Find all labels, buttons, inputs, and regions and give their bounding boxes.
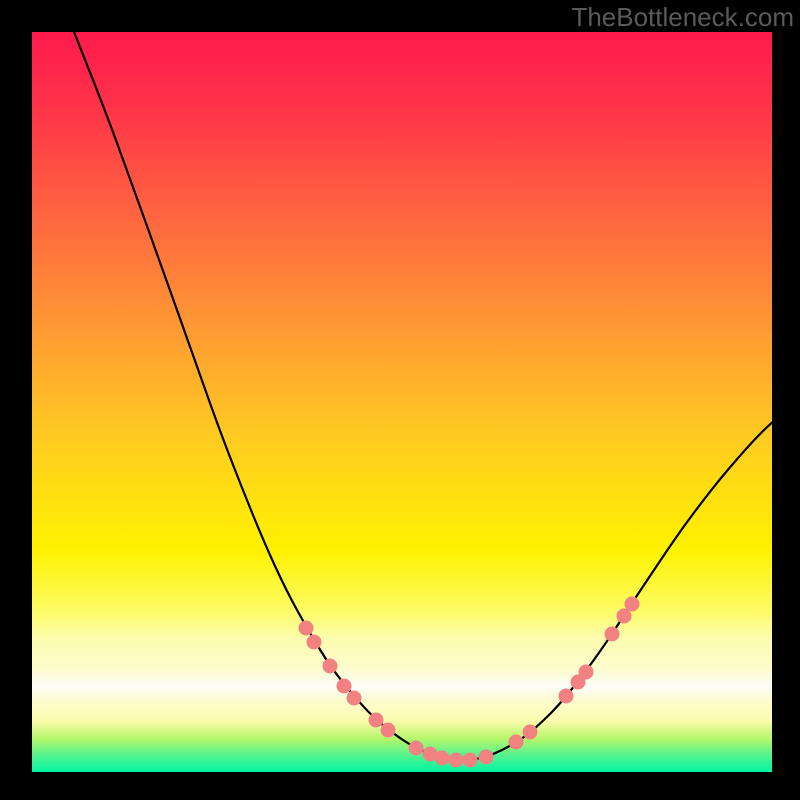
marker-point [579, 665, 593, 679]
marker-point [463, 753, 477, 767]
marker-point [323, 659, 337, 673]
watermark-text: TheBottleneck.com [571, 2, 794, 33]
marker-point [435, 751, 449, 765]
marker-point [409, 741, 423, 755]
bottleneck-chart [32, 32, 772, 772]
gradient-background [32, 32, 772, 772]
marker-point [347, 691, 361, 705]
marker-point [559, 689, 573, 703]
plot-area [32, 32, 772, 772]
marker-point [337, 679, 351, 693]
marker-point [299, 621, 313, 635]
marker-point [625, 597, 639, 611]
marker-point [449, 753, 463, 767]
marker-point [381, 723, 395, 737]
marker-point [307, 635, 321, 649]
marker-point [369, 713, 383, 727]
chart-container: TheBottleneck.com [0, 0, 800, 800]
marker-point [479, 750, 493, 764]
marker-point [509, 735, 523, 749]
marker-point [605, 627, 619, 641]
marker-point [617, 609, 631, 623]
marker-point [523, 725, 537, 739]
